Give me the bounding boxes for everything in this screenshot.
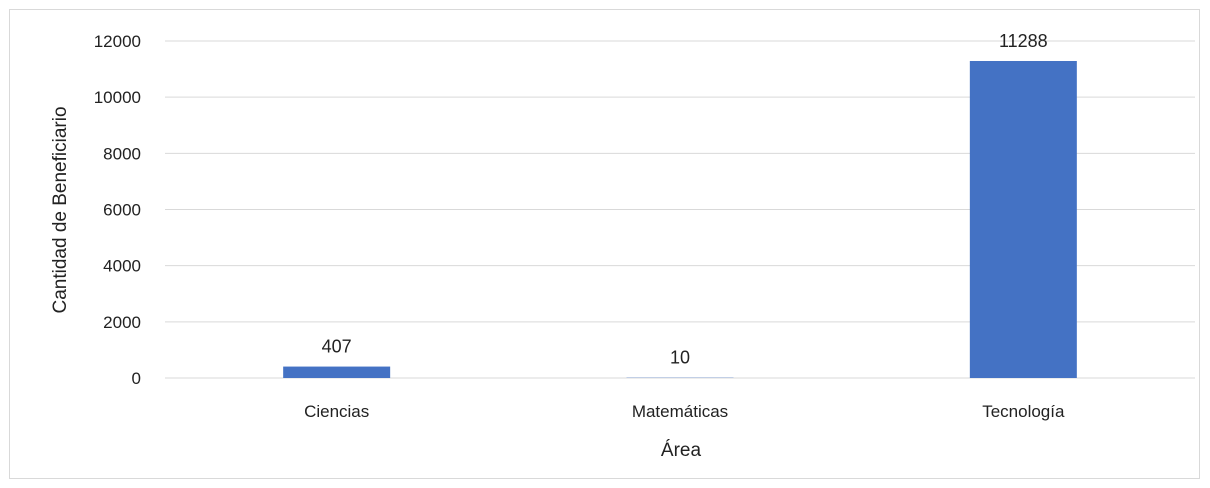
- y-tick-label: 2000: [103, 313, 141, 332]
- y-axis-ticks: 0 2000 4000 6000 8000 10000 12000: [94, 32, 141, 388]
- x-tick-label: Matemáticas: [632, 402, 728, 421]
- y-tick-label: 10000: [94, 88, 141, 107]
- y-tick-label: 6000: [103, 201, 141, 220]
- data-labels: 407 10 11288: [322, 31, 1048, 368]
- y-tick-label: 8000: [103, 144, 141, 163]
- x-tick-label: Ciencias: [304, 402, 369, 421]
- x-axis-ticks: Ciencias Matemáticas Tecnología: [304, 402, 1065, 421]
- x-tick-label: Tecnología: [982, 402, 1065, 421]
- bar: [969, 60, 1077, 379]
- y-axis-title: Cantidad de Beneficiario: [50, 106, 71, 313]
- y-tick-label: 12000: [94, 32, 141, 51]
- bar: [283, 366, 391, 378]
- data-label: 11288: [999, 31, 1048, 51]
- y-tick-label: 0: [132, 369, 141, 388]
- data-label: 407: [322, 337, 352, 357]
- data-label: 10: [670, 348, 690, 368]
- x-axis-title: Área: [661, 440, 702, 461]
- y-tick-label: 4000: [103, 257, 141, 276]
- bars: [283, 60, 1077, 379]
